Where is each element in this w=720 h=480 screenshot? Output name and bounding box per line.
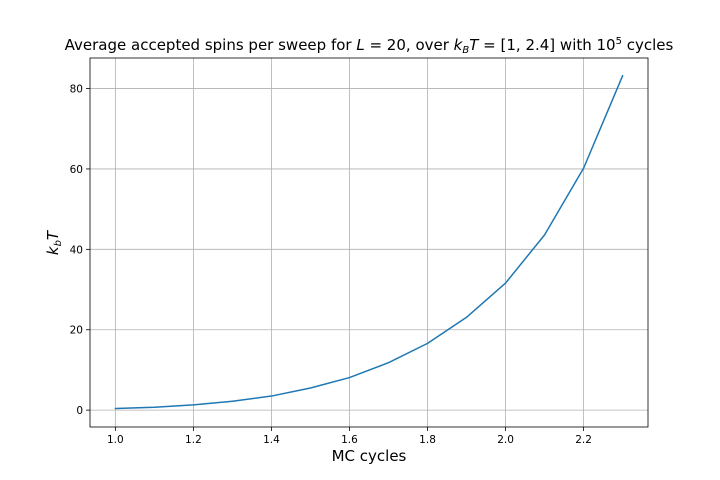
chart-title: Average accepted spins per sweep for L =… [65, 36, 674, 56]
y-tick-label: 80 [70, 84, 83, 96]
y-tick-label: 60 [70, 164, 83, 176]
y-tick-label: 0 [76, 405, 83, 417]
x-tick-label: 1.2 [185, 434, 202, 446]
y-tick-label: 20 [70, 325, 83, 337]
x-tick-label: 1.8 [419, 434, 436, 446]
plot-frame [89, 57, 649, 428]
x-tick-label: 1.4 [263, 434, 280, 446]
series-line [114, 74, 624, 410]
series-group [114, 74, 624, 410]
y-tick-label: 40 [70, 244, 83, 256]
x-tick-label: 1.0 [107, 434, 124, 446]
x-tick-label: 2.0 [497, 434, 514, 446]
x-tick-label: 1.6 [341, 434, 358, 446]
x-axis-label: MC cycles [332, 447, 407, 465]
grid [90, 58, 648, 427]
x-tick-label: 2.2 [575, 434, 592, 446]
ticks: 1.0 1.2 1.4 1.6 1.8 2.0 2.2 0 20 40 60 80 [70, 84, 592, 446]
y-axis-label: kbT [44, 229, 64, 255]
